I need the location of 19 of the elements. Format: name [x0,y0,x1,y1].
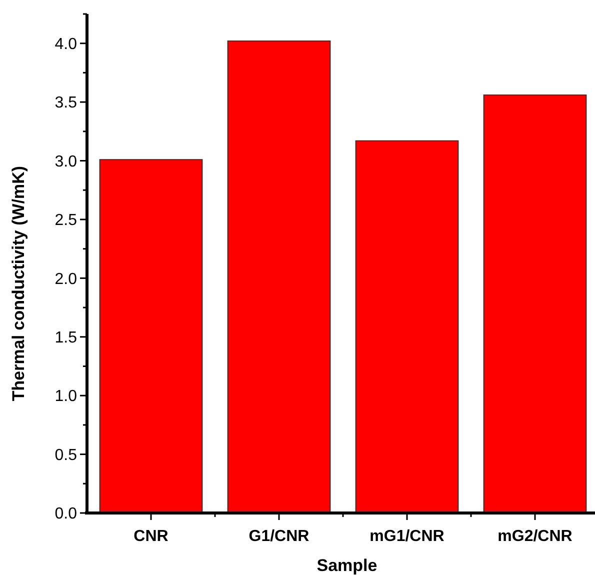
y-tick-label: 2.5 [54,212,78,230]
x-tick-label: CNR [134,528,169,545]
y-tick-label: 4.0 [54,36,78,53]
y-tick-label: 3.0 [54,153,78,170]
x-tick-label: mG1/CNR [370,528,445,545]
x-axis-title: Sample [316,556,378,575]
bar [483,94,587,514]
bar [355,140,459,514]
y-tick-label: 3.5 [54,94,78,112]
bar [227,40,331,514]
y-tick-label: 0.0 [54,506,78,523]
y-tick-label: 2.0 [54,270,78,288]
y-tick-label: 1.5 [54,329,78,346]
x-tick-label: mG2/CNR [498,528,573,545]
bar [99,159,203,514]
x-tick-label: G1/CNR [248,528,310,545]
y-tick-label: 0.5 [54,446,78,464]
y-tick-label: 1.0 [54,388,78,406]
y-axis-title: Thermal conductivity (W/mK) [9,166,28,402]
